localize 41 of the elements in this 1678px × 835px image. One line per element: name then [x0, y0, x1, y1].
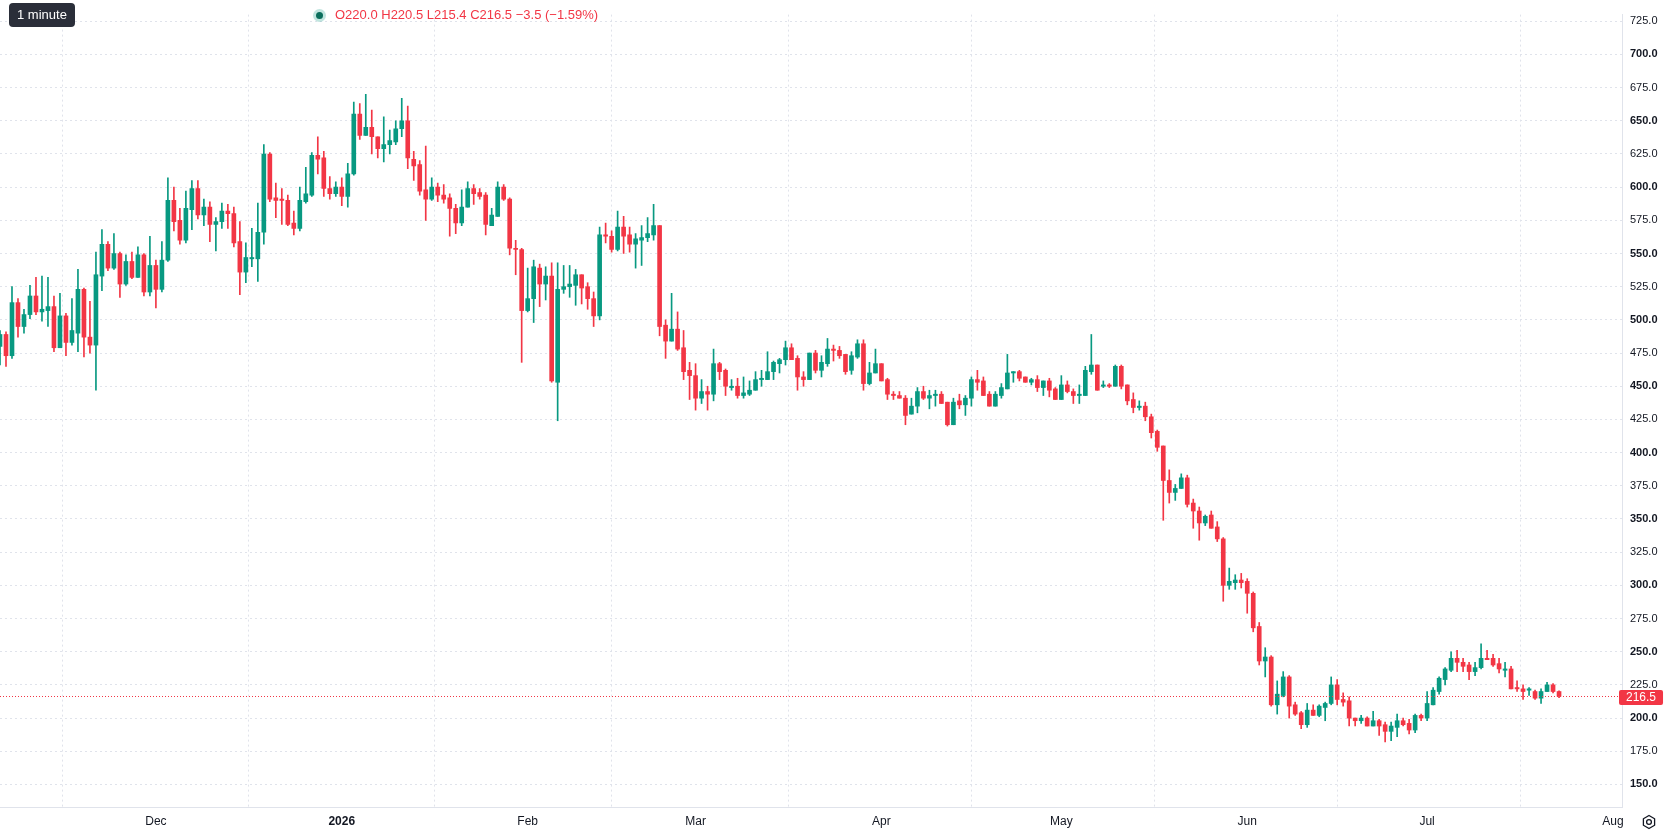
y-tick-label: 250.0: [1630, 644, 1658, 657]
ref-line-label: 216.5: [1626, 690, 1657, 705]
y-tick-label: 625.0: [1630, 147, 1658, 159]
candlestick: [45, 277, 51, 327]
y-tick-label: 375.0: [1630, 478, 1658, 491]
x-tick-label: Dec: [145, 813, 167, 828]
candlestick: [363, 93, 369, 136]
y-tick-label: 400.0: [1630, 445, 1658, 458]
y-tick-label: 275.0: [1630, 611, 1658, 624]
x-tick-label: Mar: [685, 813, 706, 828]
y-tick-label: 525.0: [1630, 279, 1658, 292]
candlestick: [213, 217, 219, 252]
x-tick-label: May: [1050, 813, 1073, 828]
y-tick-label: 725.0: [1630, 14, 1658, 27]
y-tick-label: 225.0: [1630, 677, 1658, 690]
y-tick-label: 200.0: [1630, 711, 1658, 724]
x-tick-label: Apr: [872, 813, 891, 828]
y-tick-label: 150.0: [1630, 777, 1658, 790]
candlestick: [1262, 647, 1268, 678]
chart-subtitle: O220.0 H220.5 L215.4 C216.5 −3.5 (−1.59%): [335, 7, 599, 23]
y-tick-label: 475.0: [1630, 346, 1658, 359]
annotation: 1 minute: [9, 3, 75, 27]
x-tick-label: Jun: [1237, 813, 1257, 828]
x-tick-label: 2026: [328, 813, 356, 828]
y-tick-label: 175.0: [1630, 744, 1658, 757]
x-tick-label: Feb: [517, 813, 539, 828]
y-tick-label: 650.0: [1630, 113, 1658, 126]
y-tick-label: 675.0: [1630, 80, 1658, 93]
x-tick-label: Aug: [1602, 813, 1624, 828]
y-tick-label: 575.0: [1630, 213, 1658, 226]
y-tick-label: 325.0: [1630, 545, 1658, 558]
candlestick: [1454, 650, 1460, 672]
y-tick-label: 450.0: [1630, 379, 1658, 392]
y-tick-label: 700.0: [1630, 47, 1658, 60]
y-tick-label: 600.0: [1630, 180, 1658, 193]
x-tick-label: Jul: [1419, 813, 1435, 828]
y-tick-label: 500.0: [1630, 312, 1658, 325]
y-tick-label: 300.0: [1630, 578, 1658, 591]
y-tick-label: 425.0: [1630, 412, 1658, 425]
y-tick-label: 350.0: [1630, 512, 1658, 525]
y-tick-label: 550.0: [1630, 246, 1658, 259]
